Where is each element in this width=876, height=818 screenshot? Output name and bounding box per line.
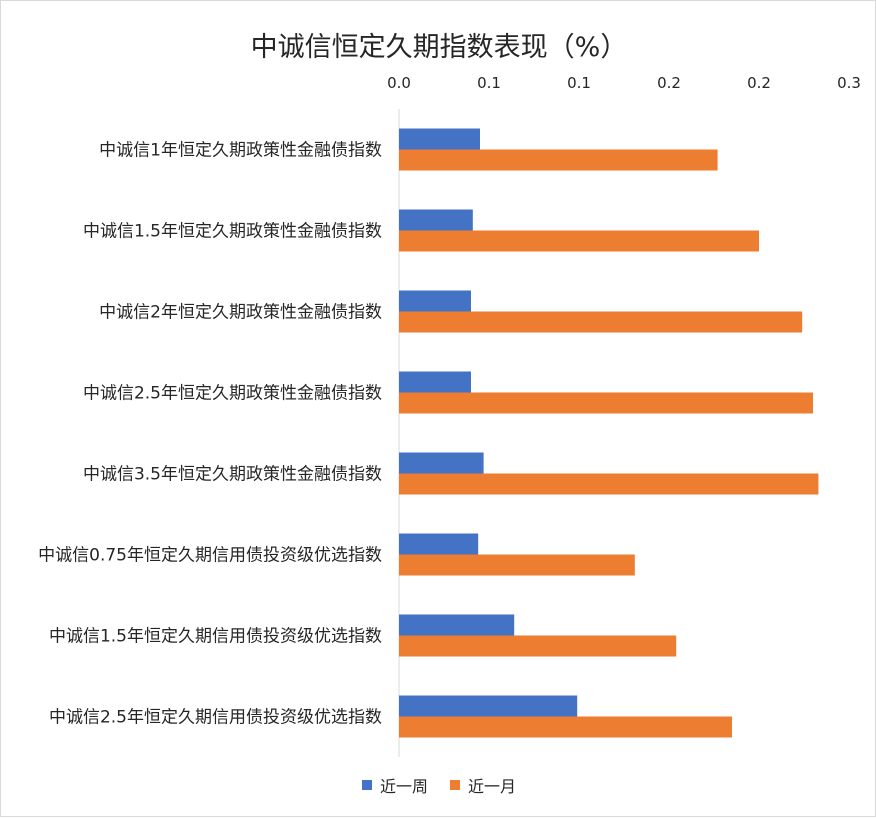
legend-label: 近一月 — [468, 777, 517, 796]
bar-month — [399, 554, 635, 576]
category-label: 中诚信1.5年恒定久期信用债投资级优选指数 — [49, 627, 382, 647]
legend-item: 近一月 — [450, 773, 516, 797]
category-label: 中诚信2.5年恒定久期信用债投资级优选指数 — [49, 708, 382, 728]
legend-swatch — [450, 780, 460, 790]
category-label: 中诚信2年恒定久期政策性金融债指数 — [99, 303, 382, 323]
x-tick-label: 0.3 — [837, 74, 861, 92]
x-tick-label: 0.1 — [477, 74, 501, 92]
bar-week — [399, 290, 471, 312]
chart-title: 中诚信恒定久期指数表现（%） — [250, 32, 628, 63]
x-tick-label: 0.1 — [567, 74, 591, 92]
bar-week — [399, 614, 515, 636]
bar-month — [399, 149, 718, 171]
bar-week — [399, 371, 471, 393]
legend-swatch — [361, 780, 372, 790]
category-label: 中诚信0.75年恒定久期信用债投资级优选指数 — [38, 546, 382, 566]
x-tick-label: 0.0 — [387, 74, 411, 92]
bar-month — [399, 473, 819, 495]
legend-item: 近一周 — [361, 773, 428, 797]
category-label: 中诚信1年恒定久期政策性金融债指数 — [99, 141, 382, 161]
category-label: 中诚信2.5年恒定久期政策性金融债指数 — [83, 384, 382, 404]
bar-month — [399, 716, 732, 738]
x-tick-label: 0.2 — [657, 74, 681, 92]
bar-week — [399, 452, 484, 474]
bar-month — [399, 635, 677, 657]
bar-week — [399, 209, 473, 231]
legend: 近一周 近一月 — [1, 773, 876, 797]
bar-month — [399, 230, 759, 252]
legend-label: 近一周 — [379, 777, 428, 796]
category-label: 中诚信1.5年恒定久期政策性金融债指数 — [83, 222, 382, 242]
category-label: 中诚信3.5年恒定久期政策性金融债指数 — [83, 465, 382, 485]
x-tick-label: 0.2 — [747, 74, 771, 92]
bar-week — [399, 533, 479, 555]
bar-month — [399, 392, 813, 414]
bar-week — [399, 695, 578, 717]
bar-week — [399, 128, 480, 150]
bar-month — [399, 311, 803, 333]
